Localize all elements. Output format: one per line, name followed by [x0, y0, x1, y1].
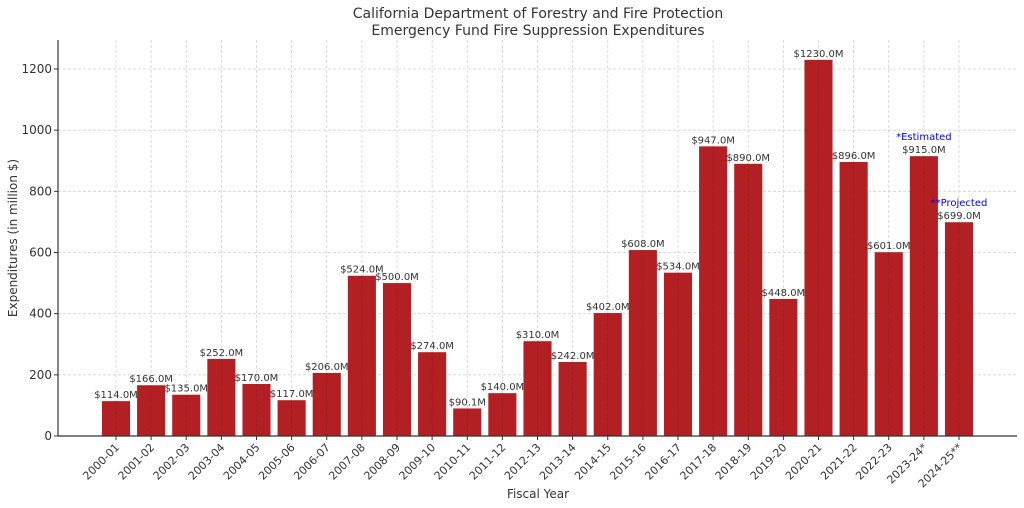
y-tick-label: 1200 — [21, 62, 52, 76]
data-labels: $114.0M $166.0M$135.0M $252.0M $170.0M $117.… — [94, 49, 987, 409]
x-tick-label: 2011-12 — [467, 441, 509, 483]
data-label: $117.0M — [270, 389, 314, 400]
x-tick-label: 2015-16 — [607, 441, 649, 483]
x-tick-label: 2021-22 — [818, 441, 860, 483]
annotation-label: **Projected — [931, 198, 988, 209]
data-label: $608.0M — [621, 239, 665, 250]
x-tick-label: 2020-21 — [783, 441, 825, 483]
data-label: $524.0M — [340, 265, 384, 276]
x-tick-label: 2005-06 — [256, 441, 298, 483]
data-label: $534.0M — [656, 262, 700, 273]
y-tick-label: 1000 — [21, 123, 52, 137]
x-tick-label: 2013-14 — [537, 441, 579, 483]
data-label: $135.0M — [164, 384, 208, 395]
data-label: $170.0M — [235, 373, 279, 384]
y-tick-label: 800 — [29, 184, 52, 198]
data-label: $140.0M — [481, 382, 525, 393]
data-label: $500.0M — [375, 272, 419, 283]
x-tick-label: 2012-13 — [502, 441, 544, 483]
x-tick-label: 2002-03 — [151, 441, 193, 483]
x-tick-label: 2006-07 — [291, 441, 333, 483]
data-label: $890.0M — [726, 153, 770, 164]
x-tick-label: 2014-15 — [572, 441, 614, 483]
x-tick-label: 2004-05 — [221, 441, 263, 483]
data-label: $242.0M — [551, 351, 595, 362]
y-tick-label: 600 — [29, 246, 52, 260]
data-label: $1230.0M — [794, 49, 844, 60]
y-axis-label: Expenditures (in million $) — [6, 159, 20, 317]
data-label: $274.0M — [410, 341, 454, 352]
data-label: $114.0M — [94, 390, 138, 401]
x-tick-label: 2000-01 — [80, 441, 122, 483]
x-tick-label: 2016-17 — [642, 441, 684, 483]
chart-title-line-1: California Department of Forestry and Fi… — [353, 6, 724, 22]
y-tick-label: 200 — [29, 368, 52, 382]
data-label: $206.0M — [305, 362, 349, 373]
bars — [101, 59, 974, 436]
data-label: $166.0M — [129, 374, 173, 385]
x-ticks: 2000-012001-022002-032003-042004-052005-… — [80, 436, 965, 490]
x-axis-label: Fiscal Year — [507, 487, 569, 501]
data-label: $699.0M — [937, 211, 981, 222]
y-ticks: 0 200 400 600 800 1000 1200 — [21, 62, 58, 443]
chart-title: California Department of Forestry and Fi… — [353, 6, 724, 39]
data-label: $947.0M — [691, 135, 735, 146]
x-tick-label: 2001-02 — [116, 441, 158, 483]
x-tick-label: 2003-04 — [186, 441, 228, 483]
x-tick-label: 2008-09 — [361, 441, 403, 483]
data-label: $402.0M — [586, 302, 630, 313]
data-label: $90.1M — [449, 397, 486, 408]
x-tick-label: 2018-19 — [713, 441, 755, 483]
data-label: $896.0M — [832, 151, 876, 162]
data-label: $601.0M — [867, 241, 911, 252]
x-tick-label: 2009-10 — [397, 441, 439, 483]
x-tick-label: 2017-18 — [678, 441, 720, 483]
y-tick-label: 0 — [44, 429, 52, 443]
chart-title-line-2: Emergency Fund Fire Suppression Expendit… — [371, 23, 704, 39]
data-label: $252.0M — [200, 348, 244, 359]
x-tick-label: 2019-20 — [748, 441, 790, 483]
y-tick-label: 400 — [29, 307, 52, 321]
x-tick-label: 2007-08 — [326, 441, 368, 483]
bar — [453, 408, 482, 436]
data-label: $310.0M — [516, 330, 560, 341]
data-label: $448.0M — [762, 288, 806, 299]
data-label: $915.0M — [902, 145, 946, 156]
annotation-label: *Estimated — [896, 132, 952, 143]
x-tick-label: 2010-11 — [432, 441, 474, 483]
